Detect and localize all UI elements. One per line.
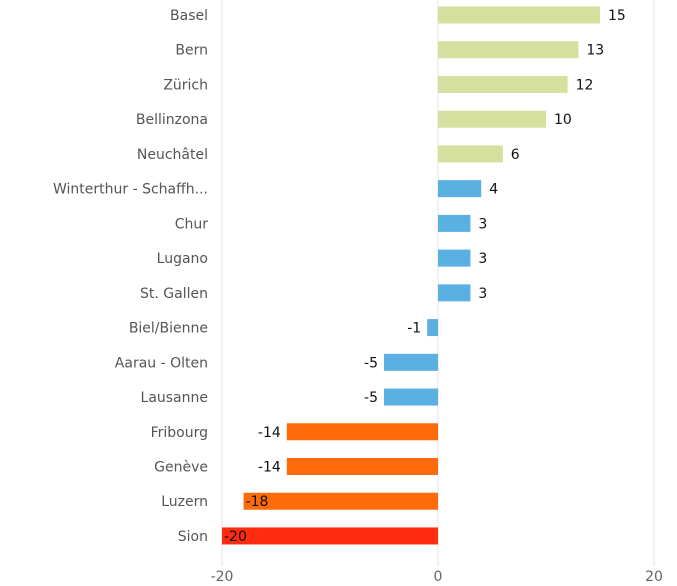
x-tick-label: 0 bbox=[434, 569, 443, 585]
x-tick-label: -20 bbox=[211, 569, 234, 585]
bar bbox=[438, 284, 471, 302]
data-label: 10 bbox=[554, 112, 572, 128]
bar bbox=[286, 457, 438, 475]
bar bbox=[438, 214, 471, 232]
data-label: -14 bbox=[258, 459, 281, 475]
bar bbox=[438, 145, 503, 163]
category-label: Lugano bbox=[157, 251, 208, 267]
data-label: 13 bbox=[586, 43, 604, 59]
category-label: Lausanne bbox=[141, 390, 208, 406]
category-label: Winterthur - Schaffh... bbox=[53, 182, 208, 198]
data-label: -18 bbox=[246, 494, 269, 510]
category-label: Bern bbox=[175, 43, 208, 59]
category-label: Luzern bbox=[161, 494, 208, 510]
bar bbox=[222, 527, 438, 545]
bar bbox=[384, 388, 438, 406]
category-label: Neuchâtel bbox=[137, 147, 208, 163]
bar bbox=[438, 41, 579, 59]
data-label: -20 bbox=[224, 529, 247, 545]
category-label: Aarau - Olten bbox=[115, 355, 208, 371]
bar bbox=[243, 492, 438, 510]
data-label: -1 bbox=[407, 321, 421, 337]
category-label: Bellinzona bbox=[136, 112, 208, 128]
category-label: Chur bbox=[175, 216, 209, 232]
bar bbox=[438, 110, 546, 128]
data-label: -5 bbox=[364, 390, 378, 406]
category-label: St. Gallen bbox=[140, 286, 208, 302]
bar bbox=[384, 353, 438, 371]
data-label: 3 bbox=[478, 216, 487, 232]
x-tick-label: 20 bbox=[645, 569, 663, 585]
data-label: 12 bbox=[576, 77, 594, 93]
category-label: Sion bbox=[178, 529, 208, 545]
category-label: Zürich bbox=[163, 77, 208, 93]
data-label: 6 bbox=[511, 147, 520, 163]
category-label: Genève bbox=[154, 459, 208, 475]
data-label: -5 bbox=[364, 355, 378, 371]
data-label: 15 bbox=[608, 8, 626, 24]
bar bbox=[438, 75, 568, 93]
bar bbox=[427, 319, 438, 337]
bar bbox=[438, 6, 600, 24]
data-label: 4 bbox=[489, 182, 498, 198]
category-label: Biel/Bienne bbox=[129, 321, 208, 337]
bar bbox=[438, 249, 471, 267]
data-label: -14 bbox=[258, 425, 281, 441]
category-label: Basel bbox=[170, 8, 208, 24]
data-label: 3 bbox=[478, 251, 487, 267]
bar bbox=[438, 180, 482, 198]
category-label: Fribourg bbox=[151, 425, 208, 441]
bar bbox=[286, 423, 438, 441]
data-label: 3 bbox=[478, 286, 487, 302]
